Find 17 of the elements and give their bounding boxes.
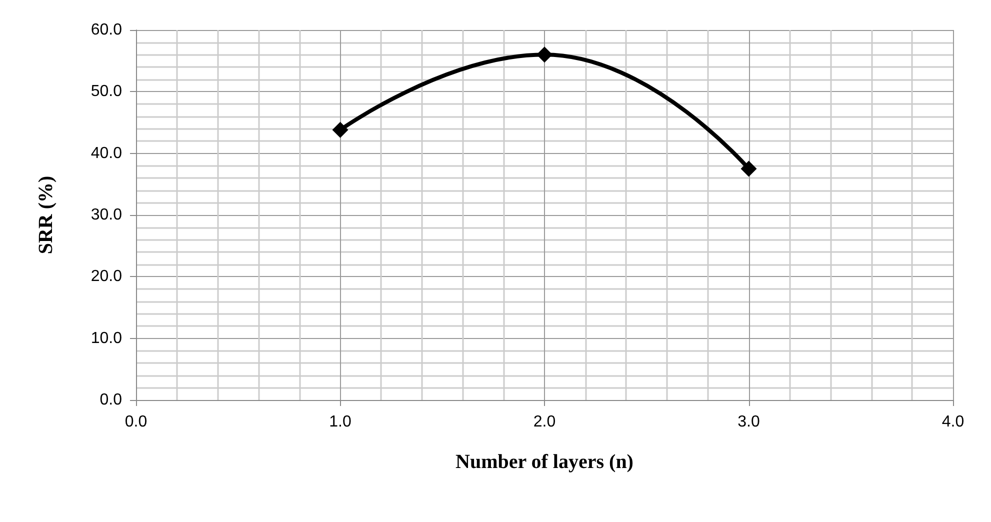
x-tick-label: 1.0	[329, 414, 352, 430]
x-tick-label: 4.0	[942, 414, 964, 430]
x-tick-label: 0.0	[124, 414, 148, 430]
point	[536, 46, 552, 63]
y-tick-label: 20.0	[90, 268, 122, 286]
x-axis-title: Number of layers (n)	[456, 451, 634, 473]
y-tick-label: 40.0	[90, 144, 122, 162]
y-tick-label: 60.0	[90, 22, 122, 38]
y-tick-label: 0.0	[100, 392, 122, 408]
y-tick-label: 30.0	[90, 206, 122, 224]
y-tick-label: 10.0	[90, 330, 122, 347]
point	[332, 122, 348, 138]
point	[740, 160, 757, 177]
y-tick-label: 50.0	[90, 83, 122, 100]
x-tick-label: 3.0	[738, 414, 760, 430]
x-tick-label: 2.0	[533, 414, 556, 430]
y-axis-title: SRR (%)	[35, 176, 57, 254]
